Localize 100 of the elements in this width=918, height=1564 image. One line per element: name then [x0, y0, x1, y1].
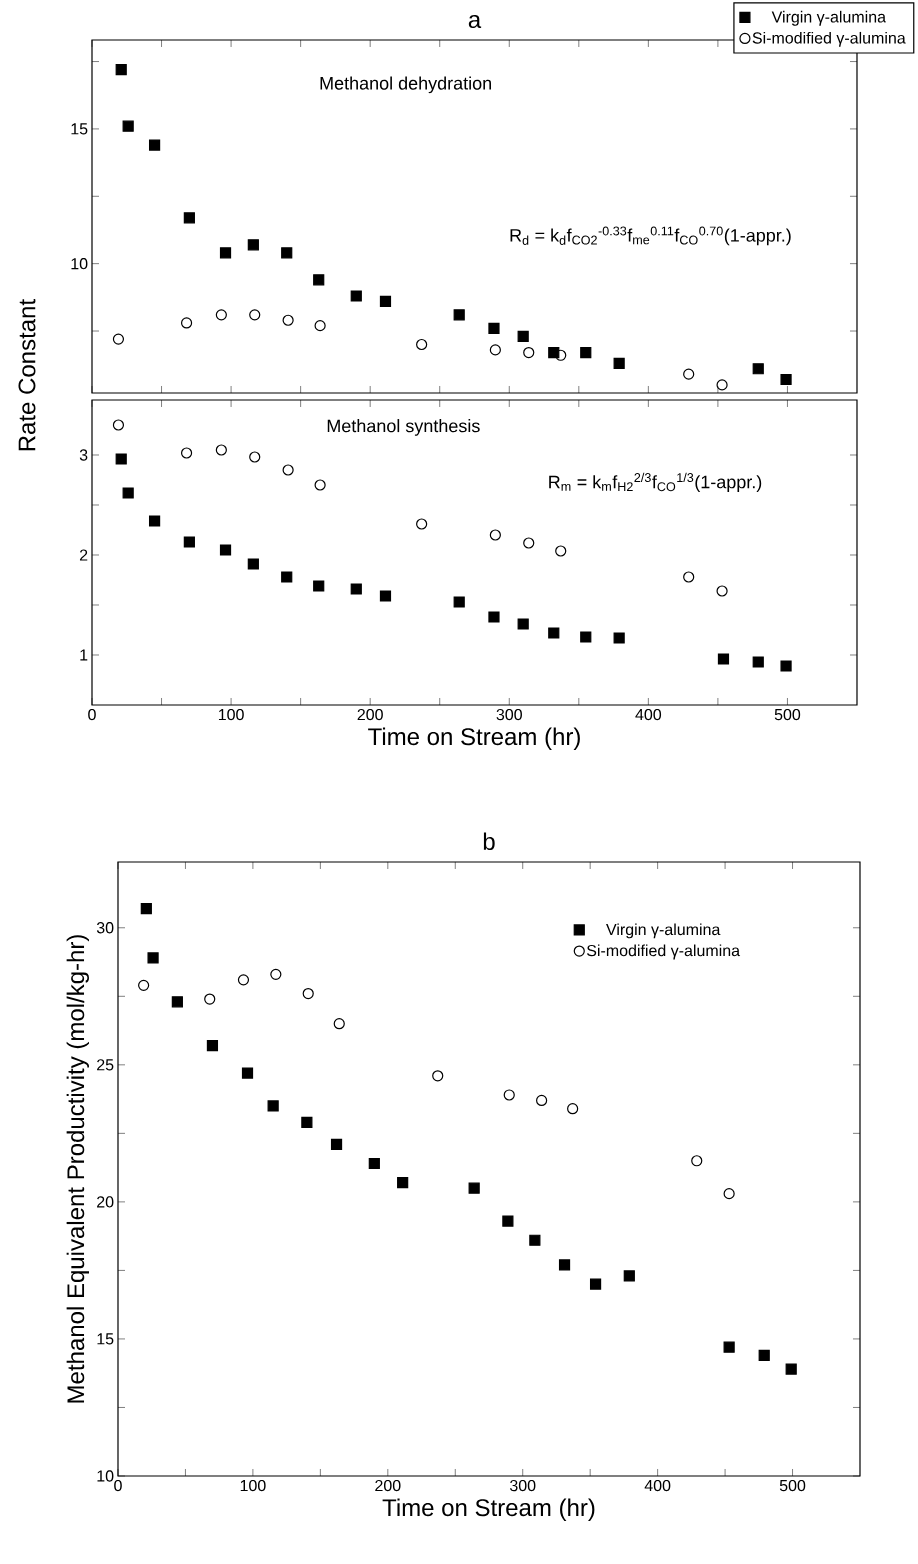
point — [281, 571, 293, 583]
point — [691, 1155, 703, 1167]
point — [183, 536, 195, 548]
point — [148, 139, 161, 151]
x-tick-label: 100 — [218, 708, 244, 721]
point — [138, 979, 150, 991]
point — [416, 518, 428, 530]
y-tick-label: 10 — [71, 257, 88, 270]
point — [171, 996, 183, 1008]
point — [281, 247, 293, 259]
x-axis-title: Time on Stream (hr) — [382, 1498, 595, 1521]
y-tick-label: 20 — [97, 1196, 114, 1208]
text: R$_{d}$ = k$_{d}$f$_{CO2}$$^{-0.33}$f$_{me}$$^{0.11}$f$_{CO}$$^{0.70}$(1-appr.) — [510, 226, 791, 246]
point — [180, 317, 193, 329]
point — [453, 309, 465, 321]
y-tick-label: 30 — [96, 922, 114, 934]
point — [723, 1188, 735, 1200]
x-tick-label: 200 — [357, 708, 383, 721]
point — [548, 627, 560, 639]
point — [613, 632, 625, 644]
point — [115, 64, 127, 76]
point — [249, 309, 261, 321]
point — [488, 322, 500, 334]
point — [206, 1040, 219, 1052]
x-tick-label: 500 — [774, 708, 801, 721]
y-axis-title: Rate Constant — [18, 299, 36, 451]
point — [215, 309, 227, 321]
point — [267, 1100, 279, 1112]
point — [282, 464, 294, 476]
point — [785, 1363, 797, 1375]
point — [517, 618, 529, 630]
point — [115, 453, 127, 465]
point — [237, 974, 250, 986]
point — [468, 1182, 480, 1194]
y-tick-label: 15 — [71, 123, 88, 135]
point — [723, 1341, 735, 1353]
point — [301, 1116, 313, 1128]
point — [683, 368, 695, 380]
point — [780, 660, 792, 672]
x-axis-title: Time on Stream (hr) — [368, 727, 580, 750]
point — [204, 993, 216, 1005]
point — [523, 346, 535, 359]
point — [716, 379, 728, 391]
point — [529, 1234, 541, 1246]
point — [432, 1070, 444, 1082]
y-tick-label: 2 — [79, 549, 88, 561]
point — [219, 247, 232, 259]
point — [536, 1094, 548, 1107]
point — [517, 330, 529, 343]
point — [489, 344, 501, 356]
legend-label: Si-modified γ-alumina — [752, 31, 906, 47]
point — [302, 987, 314, 1000]
x-tick-label: 300 — [509, 1479, 536, 1492]
point — [219, 544, 232, 556]
point — [379, 295, 392, 307]
point — [589, 1278, 602, 1290]
point — [613, 357, 625, 369]
x-tick-label: 0 — [114, 1479, 122, 1492]
point — [112, 419, 125, 431]
point — [503, 1089, 515, 1101]
point — [122, 120, 134, 132]
point — [122, 487, 134, 499]
annotation: Methanol dehydration — [320, 76, 491, 94]
x-tick-label: 300 — [496, 708, 522, 721]
point — [623, 1270, 635, 1282]
chart-title: a — [468, 14, 482, 29]
point — [368, 1157, 380, 1170]
point — [313, 580, 325, 592]
x-tick-label: 500 — [779, 1479, 806, 1492]
point — [333, 1018, 345, 1030]
text: R$_{m}$ = k$_{m}$f$_{H2}$$^{2/3}$f$_{CO}$$^{1/3}$(1-appr.) — [549, 472, 762, 492]
x-tick-label: 400 — [644, 1479, 671, 1492]
point — [780, 373, 792, 386]
chart-title: b — [483, 832, 495, 851]
point — [350, 290, 362, 302]
point — [379, 590, 392, 602]
point — [558, 1259, 571, 1271]
point — [555, 545, 567, 557]
point — [752, 363, 764, 375]
point — [717, 653, 730, 665]
point — [112, 333, 125, 345]
point — [683, 571, 695, 583]
point — [502, 1215, 514, 1227]
point — [567, 1103, 579, 1115]
y-tick-label: 3 — [79, 449, 88, 461]
point — [416, 338, 428, 351]
x-tick-label: 100 — [240, 1479, 266, 1492]
point — [758, 1349, 770, 1361]
y-tick-label: 1 — [80, 649, 88, 661]
point — [489, 529, 501, 541]
point — [314, 320, 326, 332]
y-tick-label: 25 — [97, 1059, 114, 1071]
point — [580, 631, 592, 643]
legend-label: Virgin γ-alumina — [771, 10, 887, 26]
point — [140, 902, 152, 915]
point — [147, 952, 159, 964]
point — [350, 583, 362, 595]
point — [397, 1177, 409, 1189]
point — [247, 558, 259, 570]
annotation: Methanol synthesis — [327, 419, 480, 436]
